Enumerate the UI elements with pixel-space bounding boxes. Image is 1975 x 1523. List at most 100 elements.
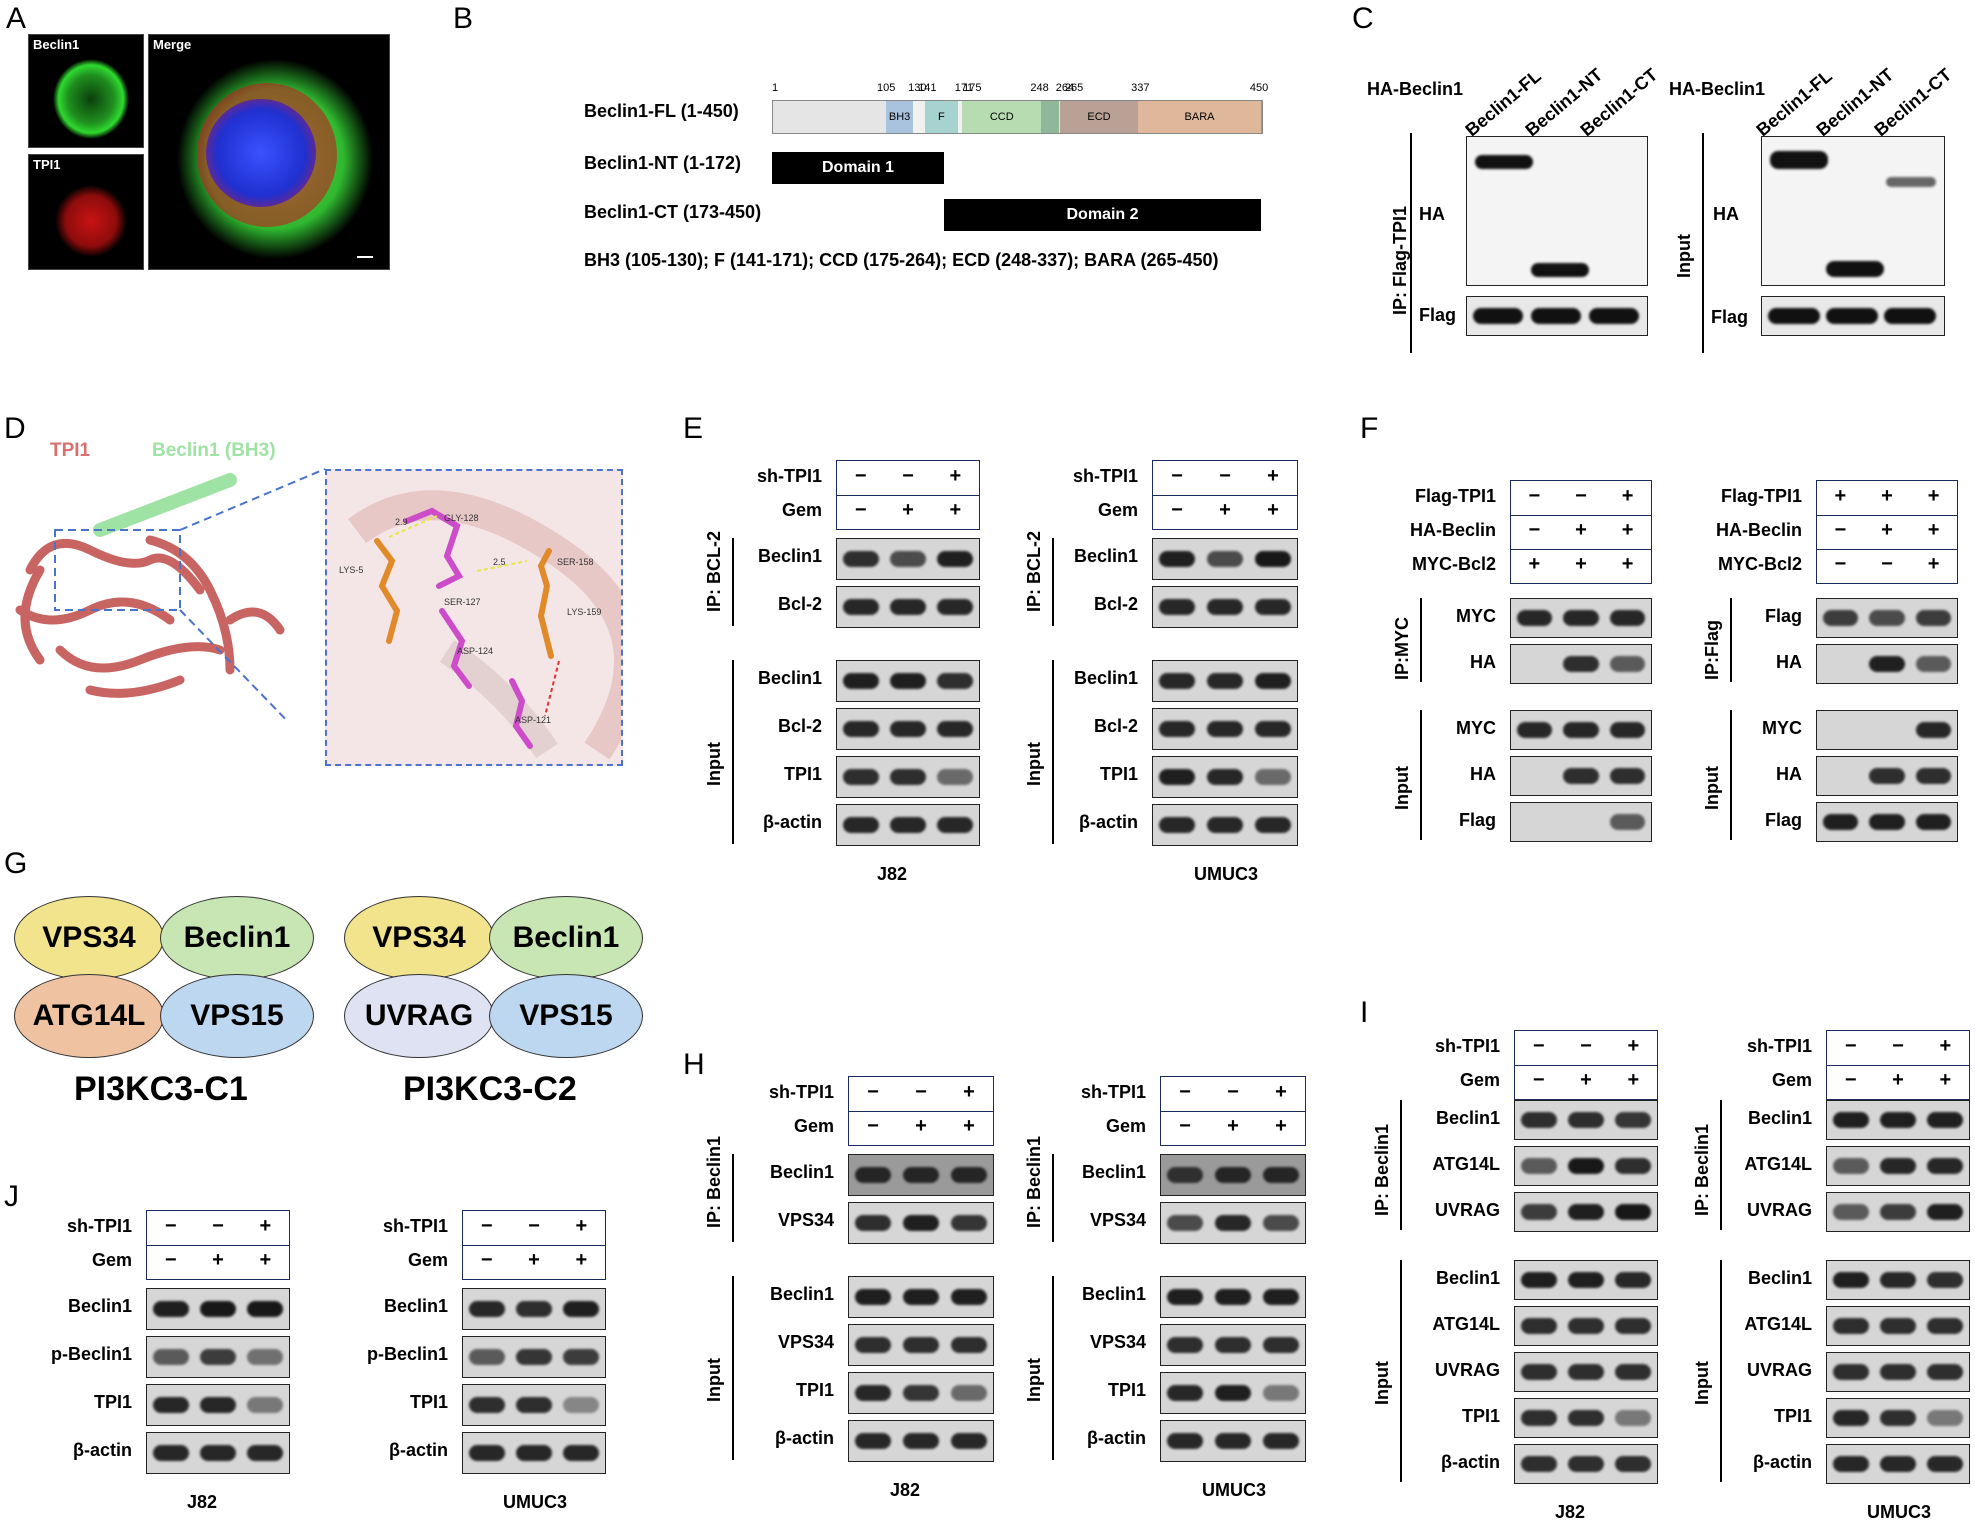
sign: +: [963, 1115, 975, 1137]
gem-label: Gem: [1459, 1070, 1500, 1090]
blot-tpi1: [1152, 756, 1298, 798]
sign-divider: [1817, 549, 1957, 550]
band: [1615, 1204, 1652, 1220]
row-label: Flag: [1764, 810, 1802, 830]
sign: −: [1834, 553, 1847, 575]
domain-segment: BH3: [886, 101, 915, 133]
residue-label: GLY-128: [444, 513, 479, 523]
blot-atg14l: [1514, 1146, 1658, 1186]
distance-label: 2.9: [395, 517, 408, 527]
panel-label-f: F: [1360, 412, 1379, 445]
band: [1254, 721, 1292, 737]
band: [200, 1301, 236, 1317]
band: [1568, 1158, 1604, 1174]
band: [854, 1289, 892, 1305]
sign: +: [1227, 1115, 1239, 1137]
band: [1615, 1112, 1652, 1128]
sign-divider: [1515, 1065, 1657, 1066]
sign-divider: [849, 1111, 993, 1112]
sh-tpi1-label: sh-TPI1: [756, 466, 822, 486]
ip-bracket: [732, 538, 734, 626]
input-bracket: [1052, 660, 1054, 844]
input-label: Input: [704, 1358, 724, 1402]
blot-vps34: [848, 1324, 994, 1366]
input-bracket: [1702, 133, 1704, 353]
blot-pbeclin1: [462, 1336, 606, 1378]
band: [854, 1215, 892, 1231]
band: [1473, 308, 1523, 324]
sign: −: [867, 1115, 879, 1137]
sign: +: [1267, 499, 1279, 521]
row-label: Beclin1: [1073, 668, 1138, 688]
band: [1166, 1385, 1204, 1401]
band: [1568, 1410, 1604, 1426]
blot-bcl2: [1152, 586, 1298, 628]
cell-line-label: J82: [890, 1480, 921, 1500]
beclin1-label: Beclin1: [183, 921, 291, 954]
sign: −: [854, 465, 867, 487]
ip-bracket: [1730, 598, 1732, 682]
blot-flag: [1816, 802, 1958, 842]
band: [1531, 263, 1589, 277]
sign: +: [902, 499, 914, 521]
band: [1927, 1204, 1964, 1220]
band: [1568, 1112, 1604, 1128]
blot-actin: [836, 804, 980, 846]
vps34-label: VPS34: [372, 921, 466, 954]
band: [937, 721, 974, 737]
sign: −: [1892, 1035, 1904, 1057]
band: [1568, 1272, 1604, 1288]
blot-actin: [1514, 1444, 1658, 1484]
blot-ha: [1816, 644, 1958, 684]
domain-segment: ECD: [1059, 101, 1140, 133]
domain-segment: BARA: [1138, 101, 1262, 133]
row-label: Beclin1: [1081, 1162, 1146, 1182]
band: [1254, 769, 1292, 785]
sh-gem-sign-box: − − + − + +: [836, 460, 980, 530]
sign: +: [1275, 1081, 1287, 1103]
domain2-bar: Domain 2: [944, 199, 1261, 231]
band: [1262, 1289, 1300, 1305]
band: [1520, 1158, 1557, 1174]
ip-bracket: [732, 1154, 734, 1242]
c-ha-blot-input: [1761, 136, 1945, 286]
ip-bracket: [1052, 1154, 1054, 1242]
ip-bracket: [1720, 1100, 1722, 1230]
uvrag-c2: UVRAG: [344, 974, 494, 1058]
sign-divider: [1817, 515, 1957, 516]
panel-label-i: I: [1360, 996, 1369, 1029]
band: [1254, 551, 1292, 567]
blot-atg14l: [1826, 1306, 1970, 1346]
row-label: UVRAG: [1434, 1360, 1500, 1380]
blot-beclin1: [462, 1288, 606, 1330]
sign: −: [164, 1249, 177, 1271]
sign-box-left: − − + − + + + + +: [1510, 480, 1652, 584]
band: [890, 817, 926, 833]
band: [1832, 1410, 1869, 1426]
residue-label: SER-158: [557, 557, 594, 567]
tpi1-structure-label: TPI1: [50, 440, 91, 461]
blot-actin: [462, 1432, 606, 1474]
band: [1822, 610, 1859, 626]
band: [854, 1385, 892, 1401]
row-label: ATG14L: [1744, 1154, 1812, 1174]
beclin1-ct-label: Beclin1-CT (173-450): [584, 202, 762, 222]
domain-segment: [1041, 101, 1060, 133]
band: [902, 1215, 940, 1231]
band: [200, 1397, 236, 1413]
domain-tick: 175: [963, 82, 982, 94]
band: [1615, 1364, 1652, 1380]
beclin1-label: Beclin1: [512, 921, 620, 954]
sign-row: − + +: [1153, 499, 1297, 522]
blot-tpi1: [836, 756, 980, 798]
band: [1516, 610, 1553, 626]
blot-pbeclin1: [146, 1336, 290, 1378]
vps34-label: VPS34: [42, 921, 136, 954]
band: [902, 1289, 940, 1305]
sign: +: [1881, 485, 1893, 507]
band: [1915, 722, 1952, 738]
band: [1609, 814, 1646, 830]
sh-gem-sign-box: − − + − + +: [1160, 1076, 1306, 1146]
c-flag-label-left: Flag: [1419, 305, 1457, 325]
band: [468, 1445, 505, 1461]
